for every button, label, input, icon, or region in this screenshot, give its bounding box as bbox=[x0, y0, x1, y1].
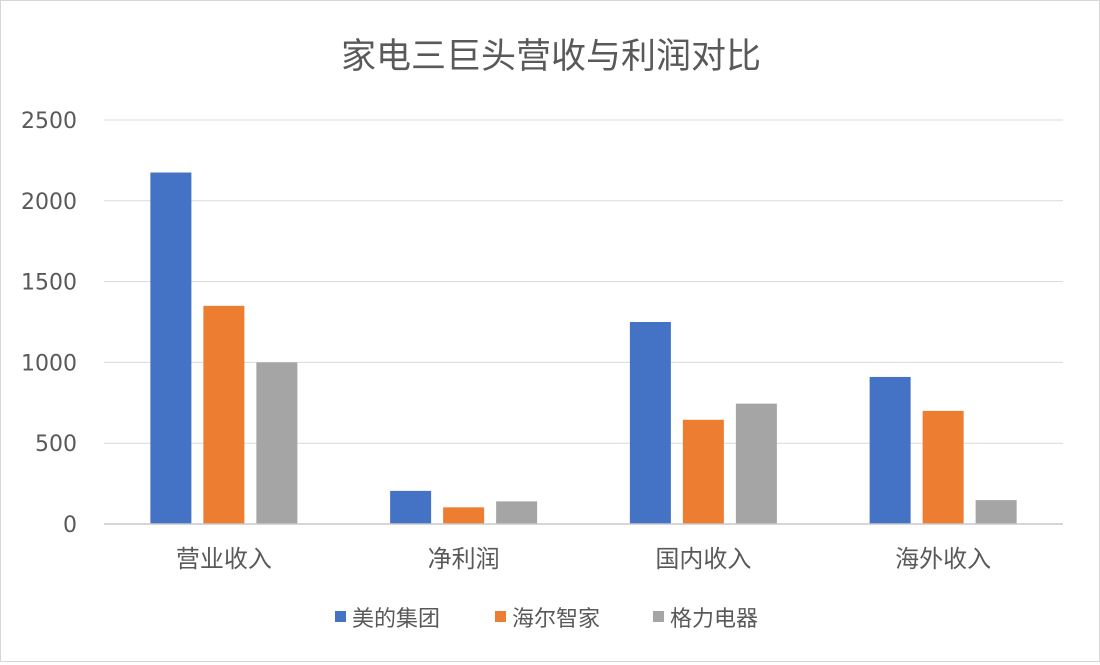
x-axis-tick-labels: 营业收入 净利润 国内收入 海外收入 bbox=[176, 545, 991, 573]
x-tick-label: 净利润 bbox=[428, 545, 500, 573]
bar bbox=[496, 501, 538, 524]
y-axis-tick-labels: 0 500 1000 1500 2000 2500 bbox=[21, 109, 77, 538]
bar bbox=[682, 419, 724, 524]
legend-label: 海尔智家 bbox=[512, 607, 600, 632]
y-tick-label: 2000 bbox=[21, 190, 77, 215]
chart-title: 家电三巨头营收与利润对比 bbox=[341, 37, 761, 77]
bar bbox=[443, 507, 485, 524]
y-tick-label: 1500 bbox=[21, 271, 77, 296]
y-tick-label: 2500 bbox=[21, 109, 77, 134]
bar bbox=[735, 403, 777, 524]
bars bbox=[150, 172, 1017, 524]
bar bbox=[629, 322, 671, 524]
x-tick-label: 营业收入 bbox=[176, 545, 272, 573]
legend-label: 美的集团 bbox=[352, 607, 440, 632]
y-tick-label: 0 bbox=[63, 513, 77, 538]
bar bbox=[256, 362, 298, 524]
legend-label: 格力电器 bbox=[670, 607, 758, 632]
bar bbox=[150, 172, 192, 524]
y-tick-label: 1000 bbox=[21, 351, 77, 376]
x-tick-label: 国内收入 bbox=[655, 545, 751, 573]
y-tick-label: 500 bbox=[35, 432, 77, 457]
legend: 美的集团 海尔智家 格力电器 bbox=[335, 607, 758, 632]
bar bbox=[869, 376, 911, 524]
gridlines bbox=[104, 119, 1063, 444]
legend-swatch bbox=[335, 611, 346, 622]
bar bbox=[922, 410, 964, 524]
legend-swatch bbox=[495, 611, 506, 622]
legend-swatch bbox=[653, 611, 664, 622]
bar bbox=[203, 305, 245, 524]
bar bbox=[390, 490, 432, 524]
x-tick-label: 海外收入 bbox=[895, 545, 991, 573]
bar bbox=[975, 500, 1017, 524]
